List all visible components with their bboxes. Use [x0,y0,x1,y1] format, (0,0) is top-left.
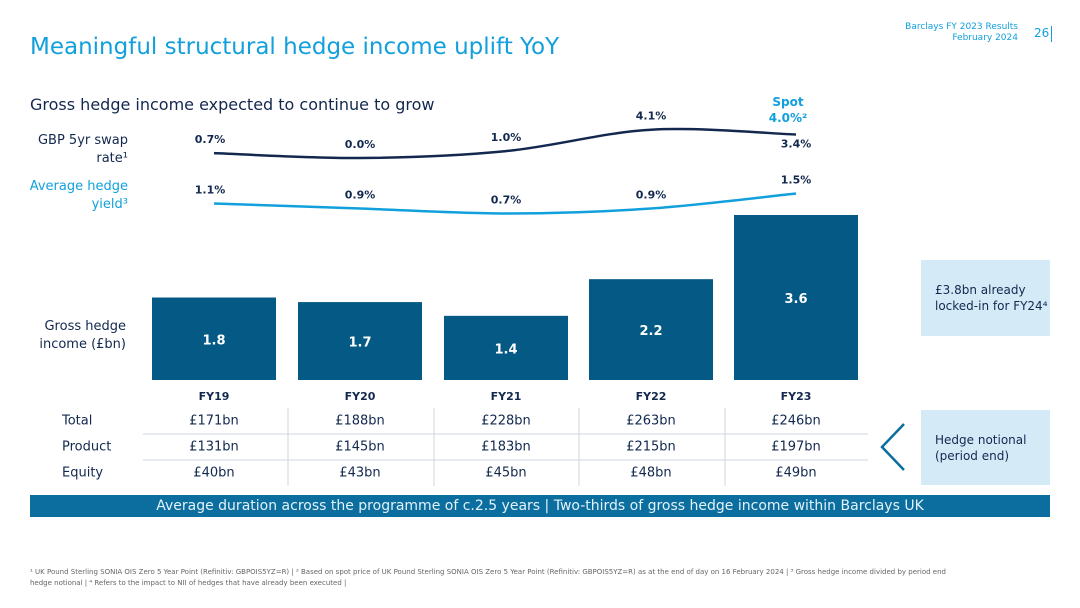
callout-text: £3.8bn already locked-in for FY24⁴ [935,283,1048,313]
table-cell: £48bn [630,466,671,481]
table-cell: £263bn [626,414,676,429]
table-cell: £131bn [189,440,239,455]
bar-value: 1.7 [348,336,371,351]
bar-value: 2.2 [639,324,662,339]
table-cell: £43bn [339,466,380,481]
date: February 2024 [952,33,1018,43]
table-cell: £228bn [481,414,531,429]
bar-value: 1.4 [494,342,517,357]
subtitle: Gross hedge income expected to continue … [30,95,435,114]
line [213,192,797,215]
bar-value: 3.6 [784,292,807,307]
line-value: 1.5% [781,174,812,187]
report: Barclays FY 2023 Results [905,22,1018,32]
footnotes: ¹ UK Pound Sterling SONIA OIS Zero 5 Yea… [30,567,1030,589]
spot-value: 4.0%² [768,111,808,125]
legend-swap: GBP 5yr swap rate¹ [37,133,128,166]
bar [444,315,568,380]
x-tick-label: FY23 [781,390,812,403]
table-cell: £183bn [481,440,531,455]
callout-notional: Hedge notional (period end) [921,410,1050,485]
line-value: 1.1% [195,184,226,197]
report-info: Barclays FY 2023 Results February 2024 [905,22,1018,44]
bar [152,297,276,380]
banner: Average duration across the programme of… [30,495,1050,517]
bar [298,302,422,380]
bar-value: 1.8 [202,333,225,348]
x-tick-label: FY20 [345,390,376,403]
table-cell: £145bn [335,440,385,455]
row-label: Product [62,440,111,455]
row-label: Total [61,414,92,429]
table-cell: £188bn [335,414,385,429]
legend-yield: Average hedge yield³ [29,179,128,212]
chevron [880,423,905,471]
x-tick-label: FY22 [636,390,667,403]
bar-label: Gross hedge income (£bn) [39,319,126,352]
callout-locked: £3.8bn already locked-in for FY24⁴ [921,260,1050,336]
line [213,127,797,160]
table-cell: £246bn [771,414,821,429]
x-tick-label: FY21 [491,390,522,403]
line-value: 1.0% [491,131,522,144]
row-label: Equity [62,466,103,481]
line-value: 4.1% [636,110,667,123]
table-cell: £49bn [775,466,816,481]
table-cell: £215bn [626,440,676,455]
footnote: hedge notional | ⁴ Refers to the impact … [30,579,347,587]
table-cell: £40bn [193,466,234,481]
divider [1051,26,1052,42]
line-value: 0.7% [491,194,522,207]
line-value: 0.9% [345,189,376,202]
footnote: ¹ UK Pound Sterling SONIA OIS Zero 5 Yea… [30,568,946,576]
x-tick-label: FY19 [199,390,230,403]
spot-label: Spot [772,95,804,109]
line-value: 0.0% [345,138,376,151]
line-value: 0.7% [195,133,226,146]
table-cell: £45bn [485,466,526,481]
table-cell: £171bn [189,414,239,429]
callout-text: Hedge notional (period end) [935,432,1027,463]
title: Meaningful structural hedge income uplif… [30,34,560,60]
page-number: 26 [1034,26,1050,40]
table-cell: £197bn [771,440,821,455]
line-value: 3.4% [781,138,812,151]
bar [734,215,858,380]
spot: Spot 4.0%² [750,94,826,126]
line-value: 0.9% [636,189,667,202]
bar [589,279,713,380]
